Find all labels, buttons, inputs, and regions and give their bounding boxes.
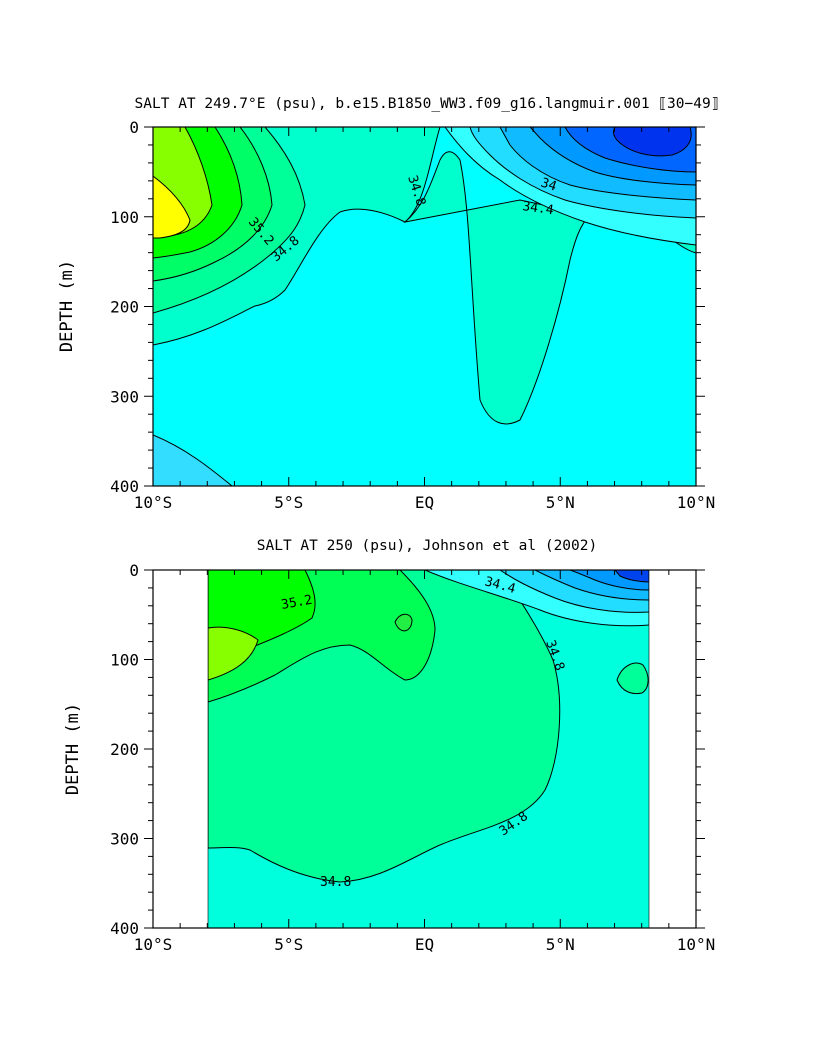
bottom-axis-tick-labels: 10°S 5°S EQ 5°N 10°N 0 100 200 300 400 [110, 561, 715, 954]
top-y-tick-label: 200 [110, 298, 139, 317]
bottom-axis-ticks [144, 569, 705, 929]
top-fill-max [153, 175, 191, 239]
bottom-x-tick-label: EQ [415, 935, 434, 954]
bottom-x-tick-label: 10°S [134, 935, 173, 954]
bottom-fill-max [208, 626, 259, 681]
top-chart: SALT AT 249.7°E (psu), b.e15.B1850_WW3.f… [57, 96, 719, 512]
top-x-tick-label: 10°N [677, 493, 716, 512]
top-axis-ticks [144, 126, 705, 487]
bottom-contour-label-5: 34.8 [320, 875, 351, 890]
top-y-tick-label: 100 [110, 208, 139, 227]
top-y-tick-label: 300 [110, 387, 139, 406]
bottom-x-tick-label: 10°N [677, 935, 716, 954]
bottom-x-tick-label: 5°N [546, 935, 575, 954]
bottom-contour-label-1: 35.2 [280, 593, 313, 613]
top-y-axis-label: DEPTH (m) [57, 260, 77, 352]
top-chart-title: SALT AT 249.7°E (psu), b.e15.B1850_WW3.f… [135, 96, 720, 112]
top-x-tick-label: 10°S [134, 493, 173, 512]
top-axis-tick-labels: 10°S 5°S EQ 5°N 10°N 0 100 200 300 400 [110, 118, 715, 512]
bottom-chart-title: SALT AT 250 (psu), Johnson et al (2002) [257, 538, 597, 554]
top-y-tick-label: 0 [129, 118, 139, 137]
bottom-contour-fill [208, 570, 649, 928]
top-x-tick-label: EQ [415, 493, 434, 512]
bottom-y-tick-label: 0 [129, 561, 139, 580]
bottom-y-tick-label: 200 [110, 740, 139, 759]
bottom-y-tick-label: 400 [110, 919, 139, 938]
bottom-chart: SALT AT 250 (psu), Johnson et al (2002) … [63, 538, 715, 954]
bottom-y-tick-label: 100 [110, 651, 139, 670]
bottom-fill-high-eq [394, 613, 413, 632]
top-fill-min [612, 127, 692, 157]
top-contour-label-4: 34.4 [521, 199, 554, 218]
bottom-y-axis-label: DEPTH (m) [63, 703, 83, 795]
bottom-x-tick-label: 5°S [274, 935, 303, 954]
top-contour-fill [153, 127, 696, 486]
top-x-tick-label: 5°S [274, 493, 303, 512]
top-fill-mid-eq [403, 151, 592, 425]
bottom-y-tick-label: 300 [110, 830, 139, 849]
top-x-tick-label: 5°N [546, 493, 575, 512]
top-y-tick-label: 400 [110, 477, 139, 496]
top-contour-label-5: 34 [539, 176, 559, 195]
bottom-fill-blob-east [616, 662, 649, 695]
